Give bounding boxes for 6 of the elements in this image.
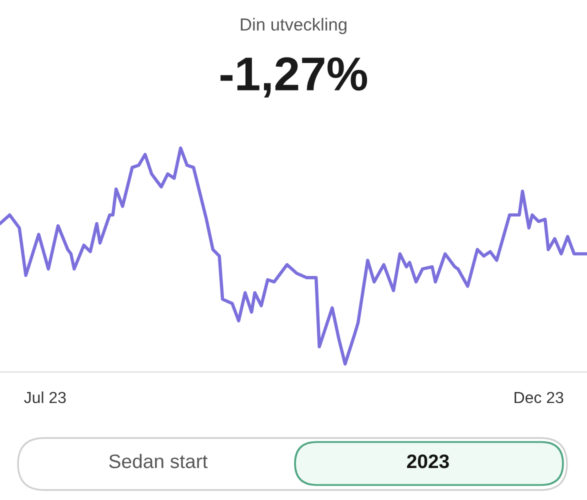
x-tick-label: Jul 23 [24,391,66,404]
chart-subtitle: -1,27% [220,57,368,98]
chart-title: Din utveckling [240,18,346,34]
text: Sedan start [109,454,208,468]
x-tick-label: Dec 23 [514,392,564,404]
text: 2023 [407,454,449,468]
